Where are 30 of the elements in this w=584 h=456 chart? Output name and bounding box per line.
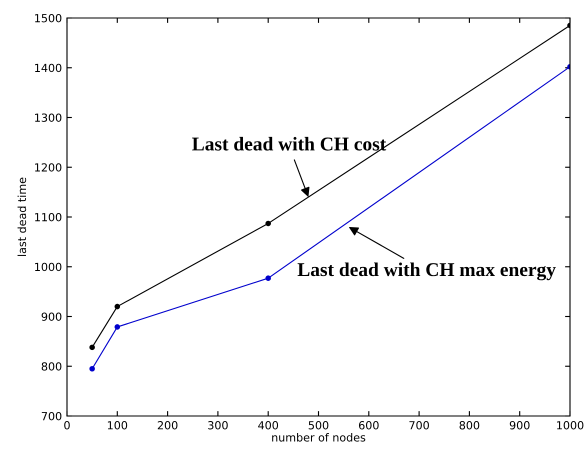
- y-tick-label: 1100: [35, 212, 62, 222]
- y-axis-title: last dead time: [18, 178, 26, 256]
- x-tick-label: 700: [409, 421, 429, 430]
- x-axis-title: number of nodes: [272, 433, 366, 442]
- point: [114, 324, 120, 330]
- x-tick-label: 800: [460, 421, 480, 430]
- x-tick-label: 300: [208, 421, 228, 430]
- y-tick-label: 1500: [35, 14, 62, 22]
- point: [89, 366, 95, 372]
- x-tick-label: 100: [108, 421, 128, 430]
- y-tick-label: 1000: [35, 262, 62, 272]
- y-tick-label: 700: [42, 412, 62, 420]
- x-tick-label: 0: [64, 421, 70, 430]
- y-tick-label: 800: [42, 362, 62, 371]
- point: [265, 220, 271, 226]
- point: [265, 275, 271, 281]
- x-tick-label: 600: [358, 421, 379, 430]
- x-tick-label: 500: [308, 421, 328, 430]
- y-tick-label: 1200: [35, 163, 62, 172]
- x-tick-label: 900: [510, 421, 530, 430]
- x-tick-label: 400: [258, 421, 278, 430]
- point: [89, 344, 95, 350]
- y-tick-label: 900: [42, 312, 62, 321]
- x-tick-label: 200: [158, 421, 178, 430]
- y-tick-label: 1300: [35, 113, 62, 122]
- annotation: Last dead with CH cost: [192, 136, 386, 151]
- x-tick-label: 1000: [557, 421, 584, 430]
- y-tick-label: 1400: [35, 64, 62, 72]
- point: [114, 304, 120, 310]
- annotation: Last dead with CH max energy: [298, 262, 556, 280]
